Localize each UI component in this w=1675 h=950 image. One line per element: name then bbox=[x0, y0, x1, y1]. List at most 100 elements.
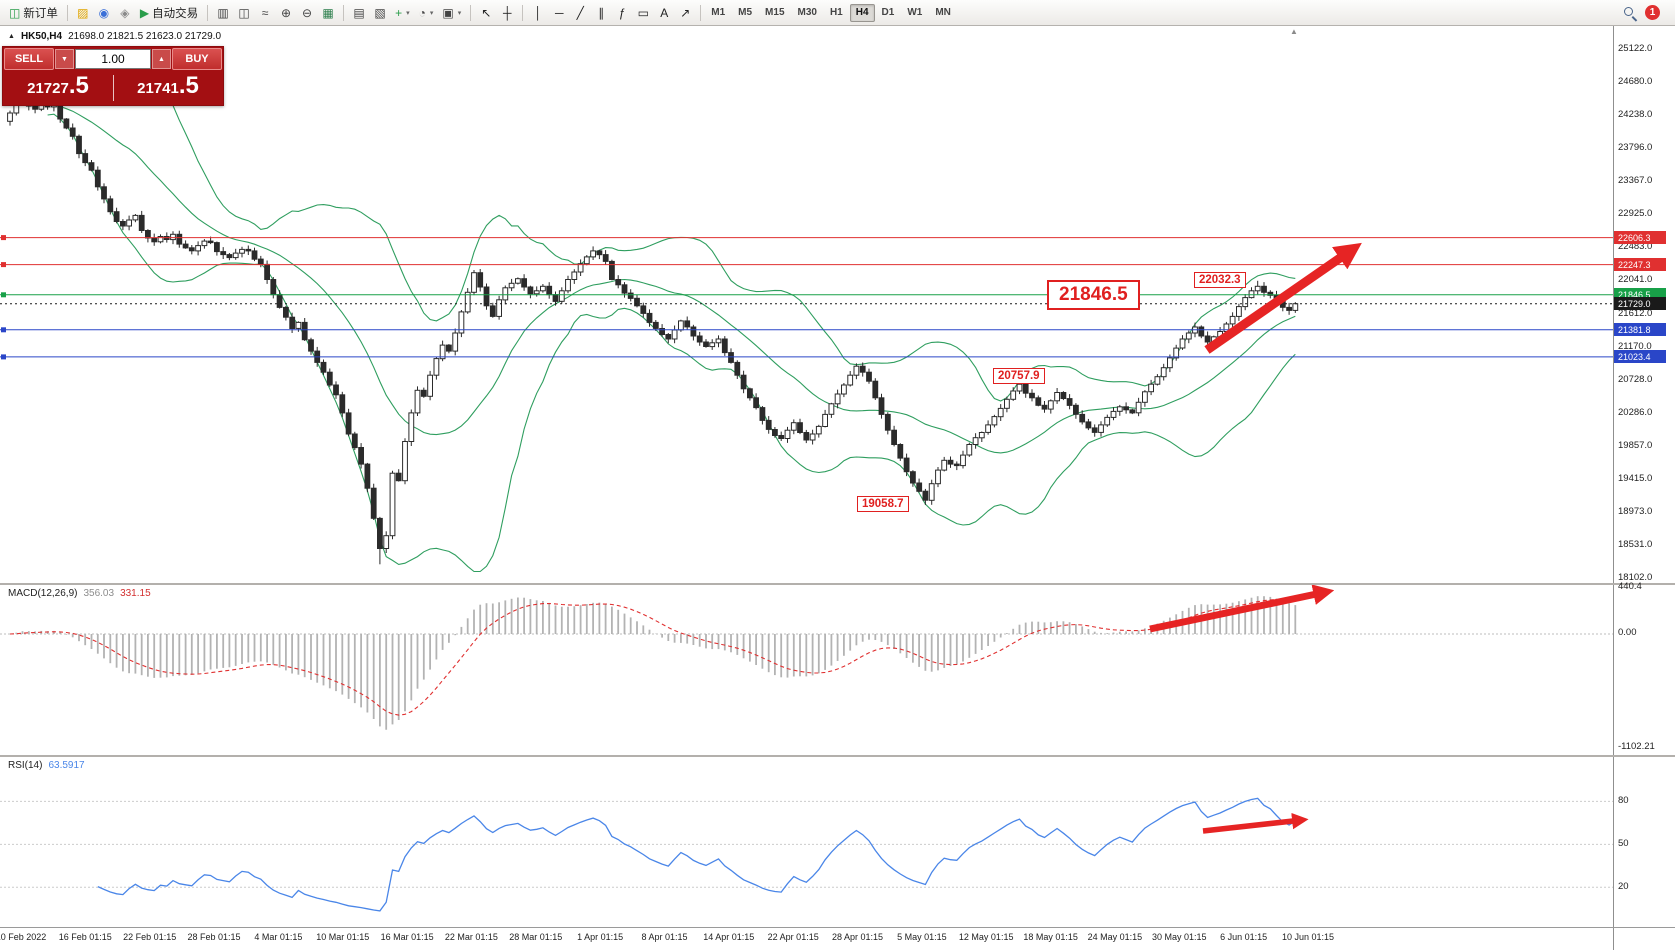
periods-icon-dropdown[interactable]: ▾ bbox=[429, 9, 434, 17]
panel-divider-macd[interactable] bbox=[0, 583, 1675, 585]
trade-widget-prices: 21727.5 21741.5 bbox=[3, 71, 223, 105]
time-axis-separator bbox=[0, 927, 1675, 928]
periods-icon-glyph: ◔ bbox=[418, 5, 426, 20]
price-annotation[interactable]: 19058.7 bbox=[857, 495, 909, 512]
price-annotation[interactable]: 21846.5 bbox=[1047, 279, 1140, 310]
bar-chart-icon-glyph: ▥ bbox=[217, 5, 229, 20]
timeframe-h4[interactable]: H4 bbox=[849, 3, 875, 22]
candlestick-chart-icon[interactable]: ◫ bbox=[234, 3, 254, 23]
time-axis-label: 4 Mar 01:15 bbox=[254, 932, 303, 942]
price-axis-label: 22925.0 bbox=[1618, 208, 1653, 220]
shapes-icon-glyph: ▭ bbox=[637, 5, 649, 20]
zoom-in-icon[interactable]: ⊕ bbox=[276, 3, 296, 23]
autotrading-button[interactable]: ▶ 自动交易 bbox=[136, 3, 202, 23]
volume-input[interactable] bbox=[75, 49, 151, 69]
time-axis-label: 6 Jun 01:15 bbox=[1220, 932, 1268, 942]
fibonacci-icon-glyph: ƒ bbox=[618, 5, 626, 20]
search-icon-handle bbox=[1631, 15, 1637, 21]
autotrading-button-label: 自动交易 bbox=[152, 7, 199, 20]
new-chart-icon[interactable]: ▦ bbox=[318, 3, 338, 23]
sell-button[interactable]: SELL bbox=[4, 48, 54, 70]
zoom-out-icon[interactable]: ⊖ bbox=[297, 3, 317, 23]
line-chart-icon[interactable]: ≈ bbox=[255, 3, 275, 23]
timeframe-m5[interactable]: M5 bbox=[738, 7, 753, 18]
horizontal-line-icon[interactable]: ─ bbox=[549, 3, 569, 23]
timeframe-d1[interactable]: D1 bbox=[881, 7, 895, 18]
price-axis-label: 20286.0 bbox=[1618, 406, 1653, 418]
notification-badge[interactable]: 1 bbox=[1645, 5, 1660, 20]
data-window-icon-glyph: ◉ bbox=[98, 5, 110, 20]
rsi-name: RSI(14) bbox=[8, 760, 43, 771]
timeframe-w1[interactable]: W1 bbox=[907, 7, 923, 18]
new-order-button-glyph: ◫ bbox=[9, 5, 21, 20]
time-axis-label: 1 Apr 01:15 bbox=[577, 932, 624, 942]
price-annotation[interactable]: 22032.3 bbox=[1194, 271, 1246, 288]
data-window-icon[interactable]: ◉ bbox=[94, 3, 114, 23]
templates-icon[interactable]: ▣ ▾ bbox=[438, 3, 465, 23]
indicators-icon-dropdown[interactable]: ▾ bbox=[406, 9, 410, 17]
timeframe-m1[interactable]: M1 bbox=[711, 7, 726, 18]
timeframe-mn[interactable]: MN bbox=[935, 7, 951, 18]
tile-windows-icon[interactable]: ▤ bbox=[349, 3, 369, 23]
price-axis-label: 21170.0 bbox=[1618, 340, 1652, 352]
cascade-windows-icon[interactable]: ▧ bbox=[370, 3, 390, 23]
price-axis[interactable] bbox=[1613, 26, 1675, 950]
trendline-icon[interactable]: ╱ bbox=[570, 3, 590, 23]
templates-icon-dropdown[interactable]: ▾ bbox=[457, 9, 462, 17]
bar-chart-icon[interactable]: ▥ bbox=[213, 3, 233, 23]
profiles-icon-glyph: ▨ bbox=[77, 5, 89, 20]
arrows-icon[interactable]: ↗ bbox=[675, 3, 695, 23]
cursor-icon[interactable]: ↖ bbox=[476, 3, 496, 23]
rsi-level-20: 20 bbox=[1618, 881, 1629, 892]
time-axis-label: 10 Feb 2022 bbox=[0, 932, 47, 942]
buy-button[interactable]: BUY bbox=[172, 48, 222, 70]
time-axis-label: 22 Feb 01:15 bbox=[123, 932, 177, 942]
alerts-icon[interactable]: ◈ bbox=[115, 3, 135, 23]
time-axis-label: 14 Apr 01:15 bbox=[703, 932, 755, 942]
trade-widget-controls: SELL ▼ ▲ BUY bbox=[3, 47, 223, 71]
time-axis-label: 28 Mar 01:15 bbox=[509, 932, 563, 942]
new-order-button[interactable]: ◫ 新订单 bbox=[5, 3, 62, 23]
buy-price[interactable]: 21741.5 bbox=[113, 71, 223, 105]
text-icon[interactable]: A bbox=[654, 3, 674, 23]
volume-down-button[interactable]: ▼ bbox=[55, 49, 74, 69]
volume-up-button[interactable]: ▲ bbox=[152, 49, 171, 69]
price-axis-label: 22041.0 bbox=[1618, 274, 1653, 286]
vertical-line-icon[interactable]: │ bbox=[528, 3, 548, 23]
macd-scale-zero: 0.00 bbox=[1618, 627, 1637, 638]
text-icon-glyph: A bbox=[660, 5, 669, 20]
channel-icon[interactable]: ∥ bbox=[591, 3, 611, 23]
sell-price[interactable]: 21727.5 bbox=[3, 71, 113, 105]
rsi-level-50: 50 bbox=[1618, 838, 1629, 849]
buy-price-main: 21741 bbox=[137, 80, 179, 97]
price-annotation[interactable]: 20757.9 bbox=[993, 367, 1045, 384]
periods-icon[interactable]: ◔ ▾ bbox=[415, 3, 438, 23]
timeframe-h1[interactable]: H1 bbox=[829, 7, 843, 18]
line-chart-icon-glyph: ≈ bbox=[261, 5, 269, 20]
symbol-ohlc: 21698.0 21821.5 21623.0 21729.0 bbox=[68, 31, 222, 42]
toolbar-separator bbox=[700, 4, 702, 21]
collapse-widget-icon[interactable]: ▲ bbox=[8, 33, 15, 40]
fibonacci-icon[interactable]: ƒ bbox=[612, 3, 632, 23]
timeframe-m30[interactable]: M30 bbox=[797, 7, 817, 18]
price-axis-label: 24680.0 bbox=[1618, 76, 1653, 88]
shapes-icon[interactable]: ▭ bbox=[633, 3, 653, 23]
one-click-trading-widget: SELL ▼ ▲ BUY 21727.5 21741.5 bbox=[2, 46, 224, 106]
price-axis-label: 23796.0 bbox=[1618, 142, 1653, 154]
search-icon[interactable] bbox=[1622, 5, 1637, 21]
toolbar-separator bbox=[207, 4, 209, 21]
panel-divider-rsi[interactable] bbox=[0, 755, 1675, 757]
zoom-out-icon-glyph: ⊖ bbox=[302, 5, 313, 20]
zoom-in-icon-glyph: ⊕ bbox=[281, 5, 292, 20]
time-axis-label: 16 Mar 01:15 bbox=[380, 932, 434, 942]
price-tag: 22247.3 bbox=[1614, 258, 1666, 272]
rsi-value: 63.5917 bbox=[48, 760, 85, 771]
price-axis-label: 22483.0 bbox=[1618, 241, 1653, 253]
profiles-icon[interactable]: ▨ bbox=[73, 3, 93, 23]
timeframe-m15[interactable]: M15 bbox=[765, 7, 785, 18]
indicators-icon[interactable]: + ▾ bbox=[391, 3, 414, 23]
crosshair-icon[interactable]: ┼ bbox=[497, 3, 517, 23]
time-axis-label: 22 Apr 01:15 bbox=[767, 932, 819, 942]
chart-shift-marker[interactable]: ▲ bbox=[1290, 27, 1298, 36]
